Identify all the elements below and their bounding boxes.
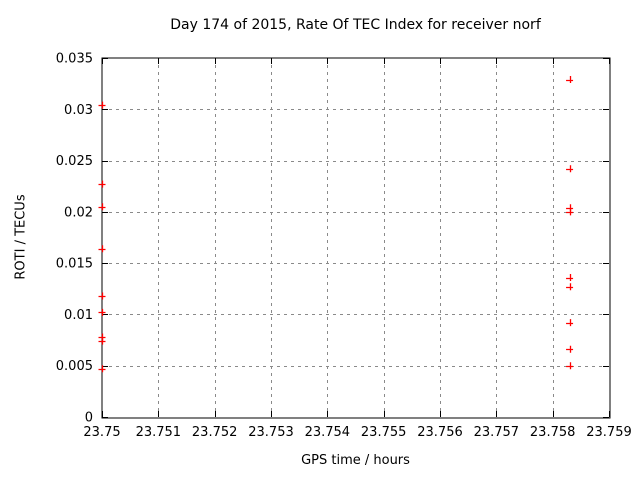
y-tick-label: 0.03	[64, 103, 93, 118]
y-axis-label: ROTI / TECUs	[13, 194, 29, 280]
data-point-marker	[98, 292, 106, 300]
y-tick-label: 0.02	[64, 205, 93, 220]
y-tick-label: 0.015	[56, 257, 93, 272]
y-tick-label: 0.005	[56, 359, 93, 374]
data-point-marker	[566, 208, 574, 216]
data-point-marker	[566, 204, 574, 212]
x-tick-label: 23.753	[248, 425, 294, 440]
data-point-marker	[566, 165, 574, 173]
data-point-marker	[98, 308, 106, 316]
data-point-marker	[566, 283, 574, 291]
data-point-marker	[566, 274, 574, 282]
data-point-marker	[98, 365, 106, 373]
x-tick-label: 23.754	[305, 425, 351, 440]
data-point-marker	[98, 245, 106, 253]
x-axis-label: GPS time / hours	[301, 453, 410, 468]
data-point-marker	[98, 180, 106, 188]
y-tick-label: 0.025	[56, 154, 93, 169]
x-tick-label: 23.751	[136, 425, 182, 440]
y-tick-label: 0.01	[64, 308, 93, 323]
data-point-marker	[566, 345, 574, 353]
data-point-marker	[98, 101, 106, 109]
plot-border	[101, 57, 611, 419]
x-tick-label: 23.757	[474, 425, 520, 440]
x-tick-label: 23.756	[417, 425, 463, 440]
x-tick-label: 23.759	[586, 425, 632, 440]
x-tick-label: 23.752	[192, 425, 238, 440]
data-point-marker	[98, 203, 106, 211]
data-point-marker	[566, 76, 574, 84]
x-tick-label: 23.755	[361, 425, 407, 440]
data-point-marker	[566, 319, 574, 327]
data-point-marker	[566, 362, 574, 370]
data-point-marker	[98, 337, 106, 345]
x-tick-label: 23.75	[83, 425, 120, 440]
y-tick-label: 0.035	[56, 52, 93, 67]
chart-title: Day 174 of 2015, Rate Of TEC Index for r…	[170, 17, 541, 33]
x-tick-label: 23.758	[530, 425, 576, 440]
y-tick-label: 0	[85, 411, 93, 426]
